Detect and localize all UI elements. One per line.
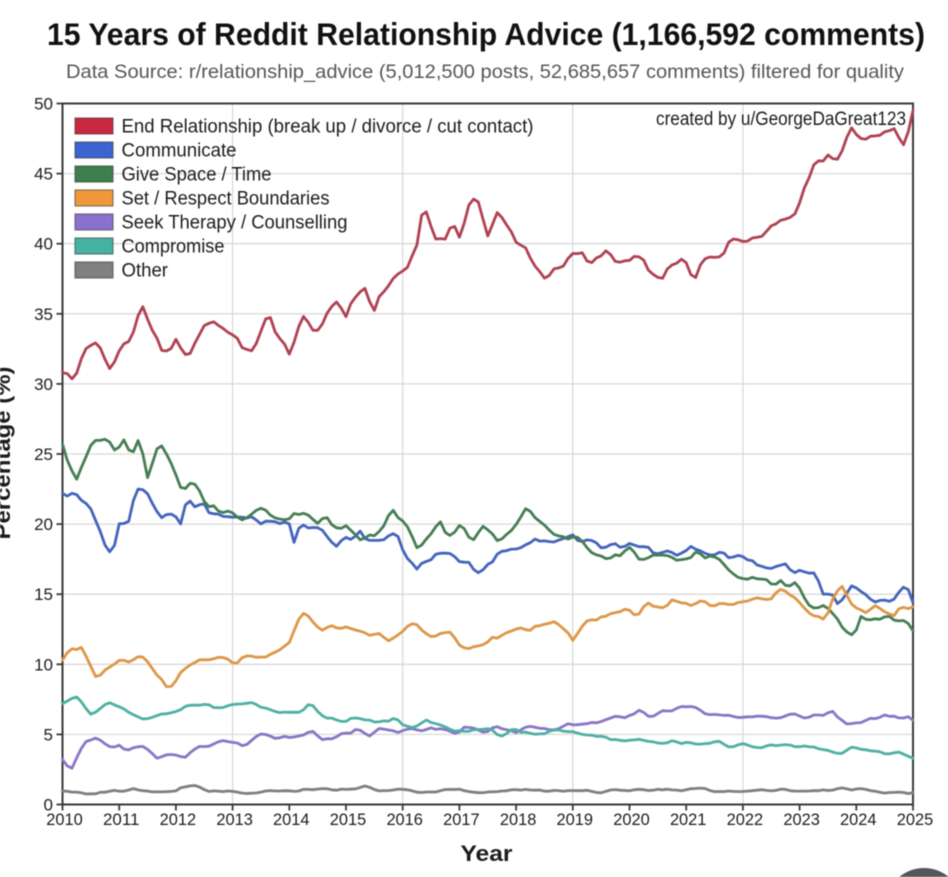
svg-text:15 Years of Reddit Relationshi: 15 Years of Reddit Relationship Advice (… (47, 16, 925, 52)
svg-text:End Relationship (break up / d: End Relationship (break up / divorce / c… (122, 117, 534, 138)
svg-text:2010: 2010 (46, 810, 83, 829)
svg-text:created by u/GeorgeDaGreat123: created by u/GeorgeDaGreat123 (656, 109, 906, 130)
svg-text:Give Space / Time: Give Space / Time (122, 165, 272, 186)
svg-text:2023: 2023 (783, 810, 820, 829)
svg-text:Set / Respect Boundaries: Set / Respect Boundaries (122, 189, 330, 210)
svg-text:Seek Therapy / Counselling: Seek Therapy / Counselling (122, 213, 348, 234)
svg-text:2018: 2018 (500, 810, 537, 829)
svg-text:2020: 2020 (613, 810, 650, 829)
svg-text:Year: Year (461, 841, 513, 866)
svg-text:35: 35 (34, 305, 53, 324)
svg-text:Communicate: Communicate (122, 141, 237, 162)
svg-text:2015: 2015 (330, 810, 367, 829)
svg-text:5: 5 (44, 725, 53, 744)
svg-text:2021: 2021 (670, 810, 707, 829)
svg-text:2024: 2024 (840, 810, 877, 829)
svg-text:15: 15 (34, 585, 53, 604)
svg-text:2025: 2025 (897, 810, 934, 829)
svg-text:2013: 2013 (216, 810, 253, 829)
svg-text:Other: Other (122, 261, 169, 282)
svg-text:2016: 2016 (386, 810, 423, 829)
svg-text:2014: 2014 (273, 810, 310, 829)
svg-text:2011: 2011 (103, 810, 140, 829)
svg-text:10: 10 (34, 655, 53, 674)
svg-text:Percentage (%): Percentage (%) (0, 367, 15, 540)
svg-text:0: 0 (44, 796, 53, 815)
svg-text:Compromise: Compromise (122, 237, 225, 258)
svg-text:40: 40 (34, 235, 53, 254)
svg-text:20: 20 (34, 515, 53, 534)
svg-text:2019: 2019 (557, 810, 594, 829)
svg-text:25: 25 (34, 445, 53, 464)
svg-text:50: 50 (34, 95, 53, 114)
svg-text:2017: 2017 (443, 810, 480, 829)
svg-text:45: 45 (34, 165, 53, 184)
svg-text:2012: 2012 (160, 810, 197, 829)
svg-text:2022: 2022 (727, 810, 764, 829)
svg-text:Data Source: r/relationship_ad: Data Source: r/relationship_advice (5,01… (66, 61, 904, 83)
svg-text:30: 30 (34, 375, 53, 394)
